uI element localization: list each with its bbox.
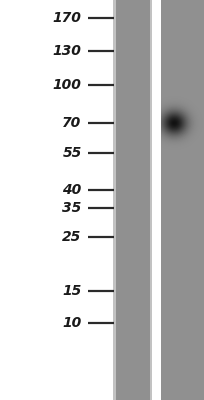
Text: 10: 10	[62, 316, 82, 330]
Text: 100: 100	[53, 78, 82, 92]
Text: 25: 25	[62, 230, 82, 244]
Text: 40: 40	[62, 183, 82, 197]
Bar	[202, 0, 204, 400]
Text: 55: 55	[62, 146, 82, 160]
Bar	[113, 0, 152, 400]
Text: 170: 170	[53, 11, 82, 25]
Bar	[161, 0, 164, 400]
Bar	[161, 0, 204, 400]
Text: 35: 35	[62, 201, 82, 215]
Text: 130: 130	[53, 44, 82, 58]
Text: 70: 70	[62, 116, 82, 130]
Bar	[113, 0, 116, 400]
Bar	[150, 0, 152, 400]
Text: 15: 15	[62, 284, 82, 298]
Bar	[152, 0, 161, 400]
